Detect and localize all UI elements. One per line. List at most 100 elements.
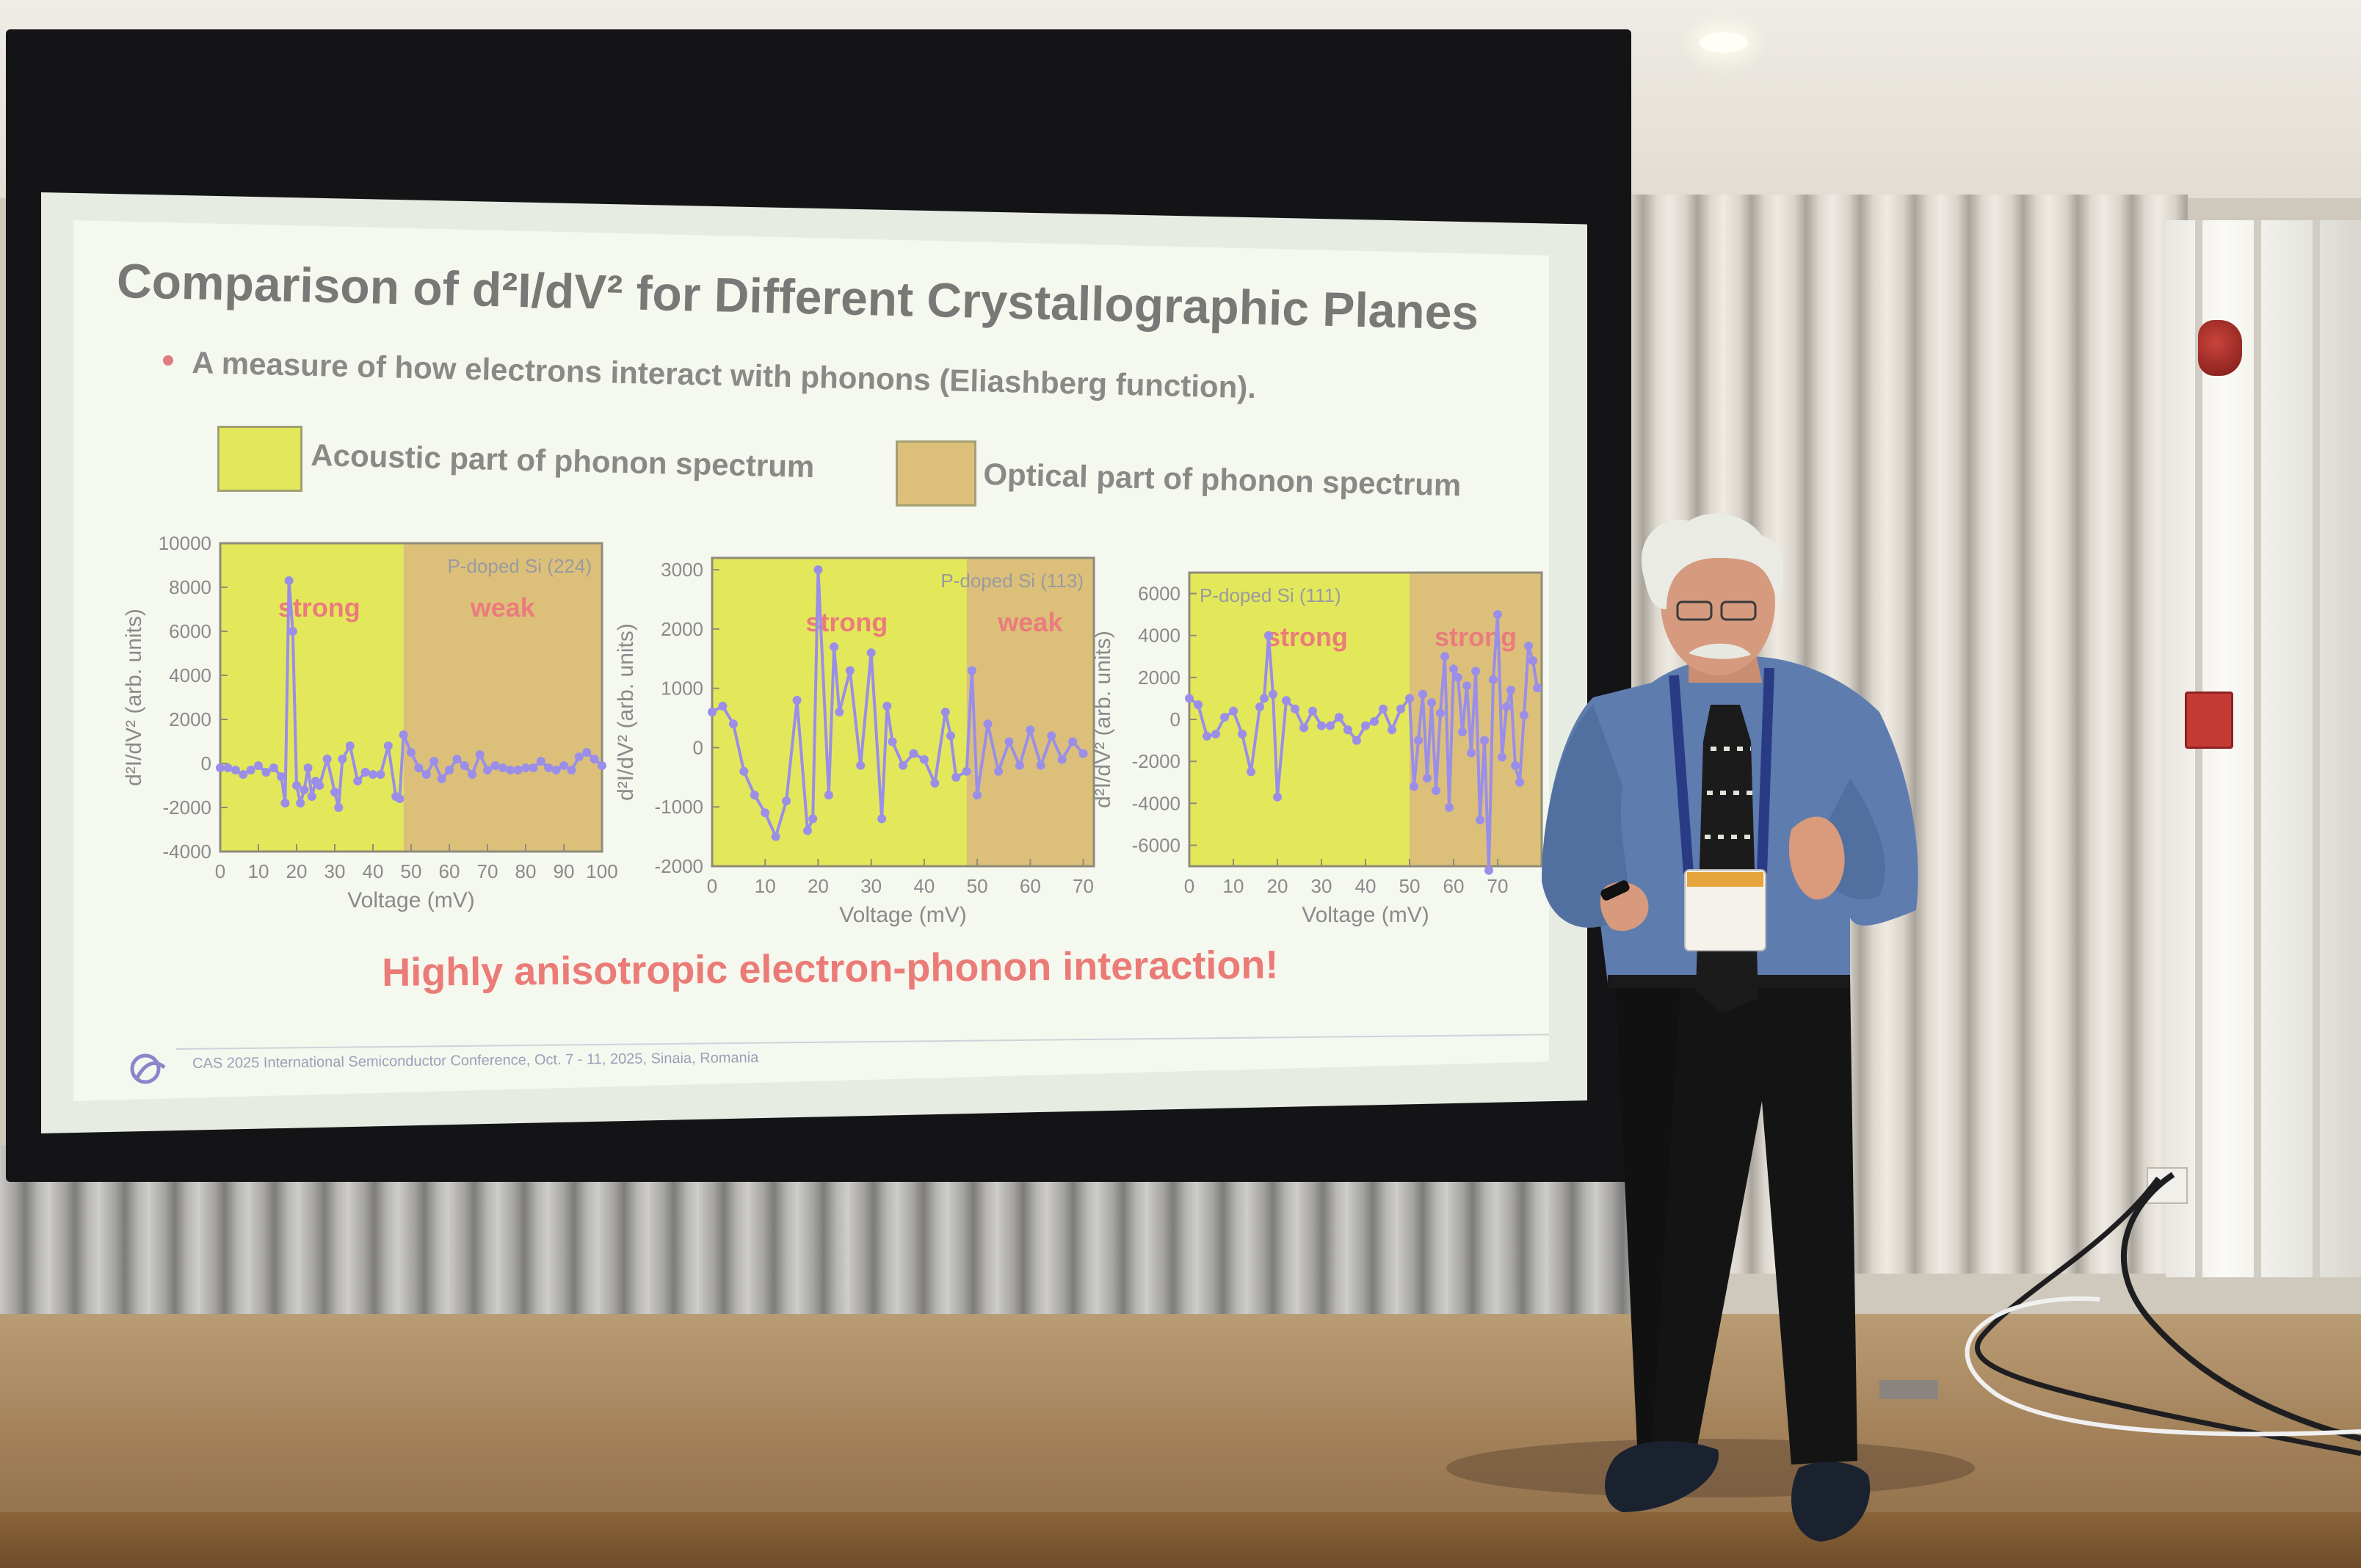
data-point [414, 763, 424, 772]
data-point [792, 695, 802, 705]
data-point [808, 814, 818, 824]
data-point [590, 755, 599, 763]
region-label: weak [470, 592, 536, 623]
data-point [1238, 730, 1247, 738]
data-point [483, 766, 492, 774]
data-point [269, 763, 278, 772]
data-point [1247, 767, 1255, 777]
data-point [1454, 672, 1462, 682]
data-point [973, 791, 982, 800]
data-point [284, 576, 294, 585]
x-tick-label: 0 [215, 860, 225, 882]
data-point [429, 757, 439, 766]
x-axis-label: Voltage (mV) [839, 903, 966, 927]
data-point [845, 666, 855, 675]
data-point [1361, 721, 1370, 730]
data-point [445, 766, 454, 774]
x-tick-label: 30 [1311, 875, 1332, 897]
region-label: strong [1266, 622, 1348, 652]
x-tick-label: 10 [1223, 875, 1244, 897]
data-point [813, 565, 823, 575]
data-point [353, 777, 363, 785]
x-tick-label: 30 [324, 860, 346, 882]
data-point [1427, 698, 1436, 708]
data-point [1436, 708, 1445, 718]
data-point [1515, 777, 1524, 787]
data-point [856, 761, 866, 770]
data-point [452, 755, 462, 763]
data-point [888, 737, 897, 747]
data-point [1211, 730, 1220, 738]
data-point [407, 748, 416, 757]
data-point [1476, 816, 1484, 825]
legend-swatch-acoustic [217, 426, 302, 492]
x-tick-label: 60 [439, 860, 460, 882]
data-point [1273, 792, 1282, 802]
x-tick-label: 40 [913, 875, 935, 897]
data-point [1480, 736, 1489, 745]
data-point [513, 766, 523, 774]
data-point [1498, 752, 1506, 762]
data-point [824, 791, 833, 800]
data-point [835, 708, 844, 716]
data-point [994, 766, 1003, 776]
data-point [946, 731, 955, 741]
data-point [1423, 774, 1432, 783]
data-point [1458, 727, 1467, 737]
y-tick-label: 2000 [169, 708, 211, 730]
region-label: strong [1435, 622, 1517, 652]
data-point [1467, 748, 1476, 758]
data-point [1269, 689, 1277, 699]
data-point [1418, 689, 1427, 699]
data-point [598, 761, 606, 770]
x-tick-label: 10 [755, 875, 776, 897]
data-point [338, 755, 347, 763]
y-tick-label: 10000 [159, 532, 211, 554]
y-tick-label: 2000 [1138, 667, 1180, 689]
plot-annotation: P-doped Si (111) [1200, 584, 1341, 606]
data-point [1388, 725, 1396, 735]
x-tick-label: 50 [967, 875, 988, 897]
data-point [1493, 610, 1502, 620]
data-point [1410, 782, 1418, 791]
data-point [1282, 696, 1291, 705]
data-point [277, 772, 286, 781]
x-tick-label: 70 [477, 860, 498, 882]
data-point [280, 799, 290, 807]
data-point [1396, 704, 1405, 714]
data-point [231, 766, 240, 774]
ceiling-light [1700, 32, 1748, 53]
data-point [334, 803, 344, 812]
x-tick-label: 20 [286, 860, 308, 882]
data-point [529, 763, 538, 772]
data-point [1511, 761, 1520, 770]
x-tick-label: 40 [363, 860, 384, 882]
data-point [345, 741, 355, 750]
y-tick-label: -6000 [1132, 834, 1181, 856]
data-point [315, 781, 324, 790]
x-tick-label: 0 [707, 875, 717, 897]
data-point [1047, 731, 1056, 741]
data-point [383, 741, 393, 750]
data-point [395, 794, 405, 803]
data-point [567, 766, 576, 774]
data-point [1405, 694, 1414, 703]
data-point [1343, 725, 1352, 735]
data-point [899, 761, 907, 770]
data-point [303, 763, 313, 772]
data-point [254, 761, 263, 770]
y-tick-label: 1000 [661, 678, 703, 700]
data-point [1484, 865, 1493, 875]
data-point [1185, 694, 1194, 703]
x-tick-label: 70 [1487, 875, 1509, 897]
data-point [216, 763, 225, 772]
data-point [574, 752, 584, 761]
data-point [322, 755, 332, 763]
data-point [1524, 642, 1533, 650]
y-tick-label: 6000 [169, 620, 211, 642]
data-point [877, 814, 887, 824]
y-tick-label: -4000 [163, 841, 212, 863]
data-point [1068, 737, 1078, 747]
x-tick-label: 50 [1399, 875, 1421, 897]
data-point [582, 748, 592, 757]
